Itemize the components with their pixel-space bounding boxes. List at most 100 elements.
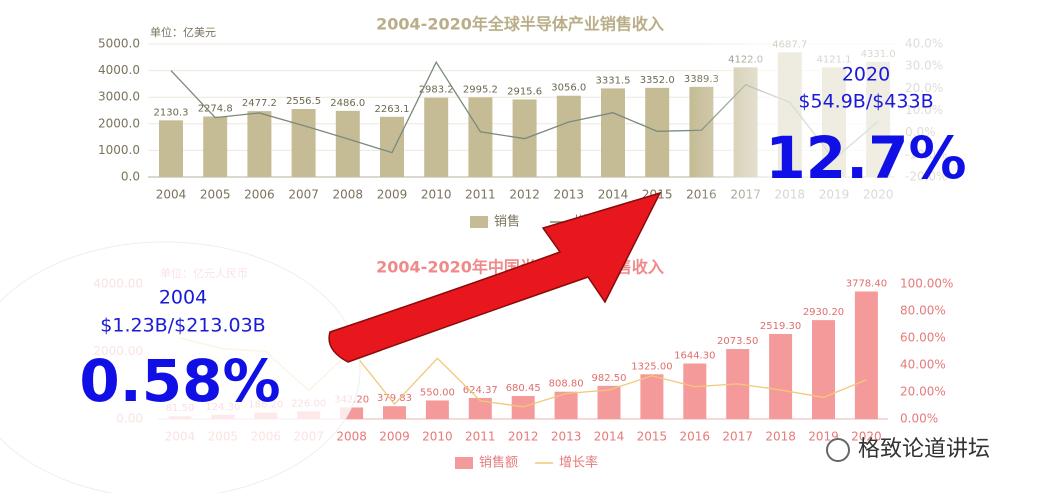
bar <box>854 291 878 419</box>
bar <box>159 120 183 177</box>
bar <box>468 397 492 419</box>
legend-label: 销售 <box>494 214 520 230</box>
x-tick-label: 2012 <box>509 188 540 202</box>
x-tick-label: 2012 <box>508 430 539 444</box>
annotation: 2020 <box>842 64 890 86</box>
x-tick-label: 2013 <box>554 188 585 202</box>
y2-tick-label: 100.00% <box>900 277 953 291</box>
annotation: $54.9B/$433B <box>798 91 933 113</box>
annotation: $1.23B/$213.03B <box>100 315 265 337</box>
value-label: 680.45 <box>506 383 541 394</box>
unit-label: 单位：亿美元 <box>150 25 216 39</box>
fade-right <box>690 30 1046 220</box>
bar <box>424 97 449 177</box>
annotation: 12.7% <box>765 124 966 192</box>
bar <box>335 110 360 177</box>
value-label: 2263.1 <box>375 104 410 115</box>
bar <box>203 116 228 177</box>
x-tick-label: 2019 <box>808 430 839 444</box>
y-tick-label: 3000.0 <box>98 90 140 104</box>
bar <box>291 108 316 177</box>
y2-tick-label: 40.00% <box>900 358 946 372</box>
bar <box>511 396 535 419</box>
bar <box>640 374 664 419</box>
fade-ellipse <box>0 241 361 493</box>
value-label: 550.00 <box>420 387 455 398</box>
bar <box>383 406 406 419</box>
x-tick-label: 2017 <box>722 430 753 444</box>
value-label: 2556.5 <box>286 96 321 107</box>
x-tick-label: 2020 <box>851 430 882 444</box>
y-tick-label: 0.0 <box>121 170 140 184</box>
annotation: 2004 <box>159 287 207 309</box>
bar <box>645 87 670 177</box>
value-label: 2130.3 <box>154 107 189 118</box>
value-label: 1644.30 <box>674 351 715 362</box>
value-label: 2995.2 <box>463 84 498 95</box>
value-label: 379.83 <box>377 393 412 404</box>
bar <box>601 88 625 177</box>
y2-tick-label: 20.00% <box>900 385 946 399</box>
value-label: 2930.20 <box>803 307 844 318</box>
bar <box>683 363 707 419</box>
y-tick-label: 4000.0 <box>98 63 140 77</box>
bar <box>468 97 493 177</box>
watermark: 格致论道讲坛 <box>858 437 990 462</box>
bar <box>769 333 793 419</box>
bar <box>425 400 449 419</box>
value-label: 1325.00 <box>631 361 672 372</box>
x-tick-label: 2009 <box>377 188 408 202</box>
value-label: 2915.6 <box>507 86 542 97</box>
bar <box>247 111 272 177</box>
value-label: 982.50 <box>592 373 627 384</box>
x-tick-label: 2016 <box>680 430 711 444</box>
bar <box>554 391 578 419</box>
x-tick-label: 2005 <box>200 188 231 202</box>
value-label: 2073.50 <box>717 336 758 347</box>
y-tick-label: 1000.0 <box>98 143 140 157</box>
legend-label: 增长率 <box>559 455 598 471</box>
x-tick-label: 2008 <box>333 188 364 202</box>
x-tick-label: 2010 <box>421 188 452 202</box>
value-label: 2519.30 <box>760 321 801 332</box>
y-tick-label: 5000.0 <box>98 37 140 51</box>
value-label: 624.37 <box>463 385 498 396</box>
value-label: 2477.2 <box>242 98 277 109</box>
value-label: 3352.0 <box>640 75 675 86</box>
x-tick-label: 2015 <box>637 430 668 444</box>
value-label: 808.80 <box>549 379 584 390</box>
x-tick-label: 2018 <box>765 430 796 444</box>
x-tick-label: 2014 <box>598 188 629 202</box>
bar <box>340 407 364 419</box>
value-label: 3778.40 <box>846 278 887 289</box>
legend-swatch <box>455 457 473 469</box>
legend-label: 销售额 <box>479 455 518 471</box>
value-label: 2486.0 <box>330 98 365 109</box>
x-tick-label: 2011 <box>465 188 496 202</box>
value-label: 3056.0 <box>551 83 586 94</box>
annotation: 0.58% <box>79 347 280 415</box>
value-label: 2983.2 <box>419 85 454 96</box>
x-tick-label: 2004 <box>156 188 187 202</box>
bar <box>556 95 581 177</box>
value-label: 2274.8 <box>198 103 233 114</box>
chart-title: 2004-2020年全球半导体产业销售收入 <box>376 15 664 34</box>
bar <box>812 320 835 419</box>
bar <box>380 116 404 177</box>
legend-swatch <box>470 216 488 228</box>
x-tick-label: 2011 <box>465 430 496 444</box>
watermark-icon <box>826 438 850 462</box>
x-tick-label: 2013 <box>551 430 582 444</box>
y2-tick-label: 60.00% <box>900 331 946 345</box>
x-tick-label: 2014 <box>594 430 625 444</box>
y-tick-label: 2000.0 <box>98 116 140 130</box>
y2-tick-label: 80.00% <box>900 304 946 318</box>
x-tick-label: 2006 <box>244 188 275 202</box>
arrow <box>328 191 662 363</box>
value-label: 3331.5 <box>596 75 631 86</box>
x-tick-label: 2008 <box>336 430 367 444</box>
x-tick-label: 2009 <box>379 430 410 444</box>
x-tick-label: 2007 <box>288 188 319 202</box>
bar <box>597 385 621 419</box>
